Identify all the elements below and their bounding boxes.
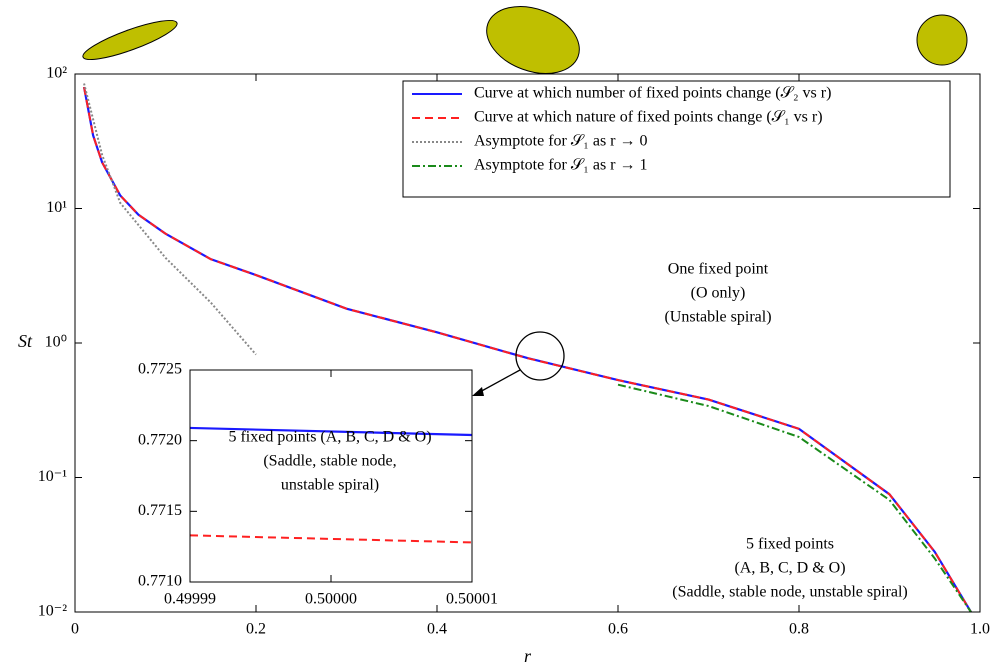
y-tick-label: 0.7720	[138, 431, 182, 448]
annotation: (Saddle, stable node,	[263, 453, 396, 470]
zoom-arrowhead	[472, 387, 484, 396]
axes-frame	[74, 73, 981, 613]
legend-label: Asymptote for 𝒮₁ as r → 1	[474, 157, 648, 174]
series-line	[190, 426, 472, 437]
y-tick-label: 0.7725	[138, 361, 182, 378]
legend-label: Asymptote for 𝒮₁ as r → 0	[474, 133, 648, 150]
axes-frame	[189, 369, 473, 583]
annotation: (Unstable spiral)	[664, 309, 771, 326]
x-tick-label: 1.0	[970, 621, 990, 638]
series-line	[190, 534, 472, 544]
annotation: unstable spiral)	[281, 477, 379, 494]
x-tick-label: 0.4	[427, 621, 447, 638]
shape-oval	[486, 6, 580, 74]
y-tick-label: 0.7715	[138, 502, 182, 519]
x-tick-label: 0	[71, 621, 79, 638]
annotation: One fixed point	[668, 261, 769, 278]
series-line	[83, 83, 257, 356]
legend-label: Curve at which number of fixed points ch…	[474, 85, 831, 102]
annotation: (Saddle, stable node, unstable spiral)	[672, 584, 908, 601]
x-tick-label: 0.6	[608, 621, 628, 638]
series-line	[83, 86, 972, 612]
y-tick-label: 0.7710	[138, 573, 182, 590]
y-axis-label: St	[18, 331, 33, 351]
x-tick-label: 0.49999	[164, 591, 216, 608]
x-tick-label: 0.50001	[446, 591, 498, 608]
y-tick-label: 10⁻²	[38, 603, 67, 620]
annotation: (A, B, C, D & O)	[734, 560, 845, 577]
x-axis-label: r	[524, 646, 532, 666]
x-tick-label: 0.8	[789, 621, 809, 638]
annotation: 5 fixed points (A, B, C, D & O)	[228, 429, 431, 446]
y-tick-label: 10⁻¹	[38, 468, 67, 485]
series-line	[617, 383, 972, 612]
x-tick-label: 0.50000	[305, 591, 357, 608]
x-tick-label: 0.2	[246, 621, 266, 638]
legend-label: Curve at which nature of fixed points ch…	[474, 109, 823, 126]
shape-elongated	[82, 19, 178, 61]
legend-box	[402, 80, 951, 198]
y-tick-label: 10⁰	[45, 334, 67, 351]
annotation: (O only)	[691, 285, 746, 302]
y-tick-label: 10¹	[46, 199, 67, 216]
y-tick-label: 10²	[46, 65, 67, 82]
zoom-circle	[515, 331, 565, 381]
zoom-arrow	[477, 369, 521, 394]
annotation: 5 fixed points	[746, 536, 834, 553]
plot-area	[190, 370, 472, 582]
shape-circle	[916, 14, 968, 66]
